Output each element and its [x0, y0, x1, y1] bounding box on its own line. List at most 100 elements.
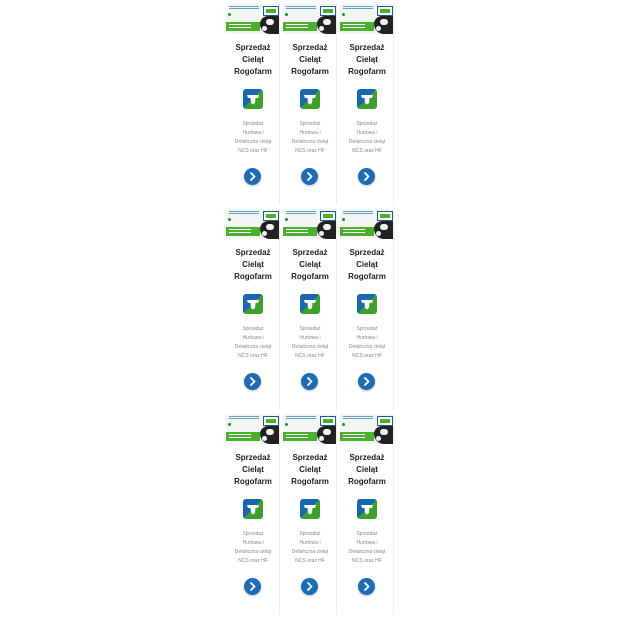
phone-icon [285, 218, 288, 221]
phone-icon [342, 423, 345, 426]
cow-head-icon [357, 294, 377, 314]
cow-photo [260, 221, 279, 239]
banner-green-strip [340, 432, 374, 441]
ad-card: Sprzedaż Cieląt Rogofarm Sprzedaż Hurtow… [226, 209, 280, 410]
banner-green-strip [283, 22, 317, 31]
cow-head-icon [357, 89, 377, 109]
card-description: Sprzedaż Hurtowa i Detaliczna cieląt NCS… [291, 121, 329, 154]
phone-icon [228, 423, 231, 426]
banner-strip-text [286, 434, 308, 435]
card-title: Sprzedaż Cieląt Rogofarm [291, 453, 329, 486]
chevron-right-icon [364, 377, 370, 386]
chevron-right-icon [307, 172, 313, 181]
cow-head-icon [300, 294, 320, 314]
banner-image[interactable] [226, 209, 279, 239]
next-button[interactable] [358, 373, 375, 390]
banner-image[interactable] [283, 414, 336, 444]
banner-text-lines [343, 211, 373, 212]
banner-green-strip [226, 432, 260, 441]
next-button[interactable] [244, 578, 261, 595]
card-title: Sprzedaż Cieląt Rogofarm [348, 43, 386, 76]
card-title: Sprzedaż Cieląt Rogofarm [234, 453, 272, 486]
cow-head-icon [243, 294, 263, 314]
banner-image[interactable] [226, 414, 279, 444]
chevron-right-icon [307, 582, 313, 591]
card-title: Sprzedaż Cieląt Rogofarm [348, 248, 386, 281]
ad-card: Sprzedaż Cieląt Rogofarm Sprzedaż Hurtow… [340, 414, 394, 615]
banner-strip-text [343, 434, 365, 435]
chevron-right-icon [307, 377, 313, 386]
cow-photo [260, 16, 279, 34]
banner-green-strip [340, 227, 374, 236]
cow-photo [260, 426, 279, 444]
banner-strip-text [286, 24, 308, 25]
chevron-right-icon [250, 582, 256, 591]
cow-head-icon [300, 499, 320, 519]
rogofarm-logo [377, 416, 393, 426]
card-description: Sprzedaż Hurtowa i Detaliczna cieląt NCS… [234, 326, 272, 359]
card-description: Sprzedaż Hurtowa i Detaliczna cieląt NCS… [234, 121, 272, 154]
next-button[interactable] [244, 373, 261, 390]
chevron-right-icon [250, 377, 256, 386]
banner-image[interactable] [340, 209, 393, 239]
next-button[interactable] [358, 578, 375, 595]
next-button[interactable] [301, 168, 318, 185]
banner-image[interactable] [340, 4, 393, 34]
card-title: Sprzedaż Cieląt Rogofarm [234, 248, 272, 281]
ad-card: Sprzedaż Cieląt Rogofarm Sprzedaż Hurtow… [283, 209, 337, 410]
rogofarm-logo [263, 6, 279, 16]
next-button[interactable] [301, 578, 318, 595]
banner-text-lines [286, 211, 316, 212]
banner-image[interactable] [283, 209, 336, 239]
banner-text-lines [343, 416, 373, 417]
rogofarm-logo [320, 211, 336, 221]
card-description: Sprzedaż Hurtowa i Detaliczna cieląt NCS… [291, 531, 329, 564]
banner-strip-text [229, 434, 251, 435]
next-button[interactable] [358, 168, 375, 185]
card-description: Sprzedaż Hurtowa i Detaliczna cieląt NCS… [234, 531, 272, 564]
card-title: Sprzedaż Cieląt Rogofarm [291, 43, 329, 76]
banner-strip-text [343, 229, 365, 230]
phone-icon [342, 13, 345, 16]
rogofarm-logo [320, 6, 336, 16]
ad-card: Sprzedaż Cieląt Rogofarm Sprzedaż Hurtow… [340, 4, 394, 205]
rogofarm-logo [377, 211, 393, 221]
banner-image[interactable] [283, 4, 336, 34]
cow-head-icon [243, 89, 263, 109]
banner-text-lines [229, 211, 259, 212]
banner-text-lines [343, 6, 373, 7]
cow-photo [374, 16, 393, 34]
phone-icon [228, 13, 231, 16]
banner-text-lines [229, 416, 259, 417]
ad-card: Sprzedaż Cieląt Rogofarm Sprzedaż Hurtow… [283, 4, 337, 205]
chevron-right-icon [250, 172, 256, 181]
cow-head-icon [300, 89, 320, 109]
phone-icon [285, 423, 288, 426]
banner-green-strip [340, 22, 374, 31]
banner-green-strip [226, 22, 260, 31]
banner-green-strip [283, 227, 317, 236]
cow-photo [317, 426, 336, 444]
ad-card: Sprzedaż Cieląt Rogofarm Sprzedaż Hurtow… [283, 414, 337, 615]
ad-card-grid: Sprzedaż Cieląt Rogofarm Sprzedaż Hurtow… [226, 4, 394, 615]
rogofarm-logo [320, 416, 336, 426]
card-title: Sprzedaż Cieląt Rogofarm [348, 453, 386, 486]
banner-image[interactable] [226, 4, 279, 34]
cow-photo [374, 221, 393, 239]
card-description: Sprzedaż Hurtowa i Detaliczna cieląt NCS… [348, 531, 386, 564]
rogofarm-logo [377, 6, 393, 16]
banner-image[interactable] [340, 414, 393, 444]
cow-head-icon [243, 499, 263, 519]
chevron-right-icon [364, 172, 370, 181]
banner-text-lines [286, 6, 316, 7]
banner-strip-text [229, 229, 251, 230]
card-description: Sprzedaż Hurtowa i Detaliczna cieląt NCS… [348, 326, 386, 359]
next-button[interactable] [244, 168, 261, 185]
phone-icon [228, 218, 231, 221]
phone-icon [285, 13, 288, 16]
next-button[interactable] [301, 373, 318, 390]
ad-card: Sprzedaż Cieląt Rogofarm Sprzedaż Hurtow… [226, 414, 280, 615]
cow-head-icon [357, 499, 377, 519]
card-title: Sprzedaż Cieląt Rogofarm [234, 43, 272, 76]
banner-strip-text [229, 24, 251, 25]
